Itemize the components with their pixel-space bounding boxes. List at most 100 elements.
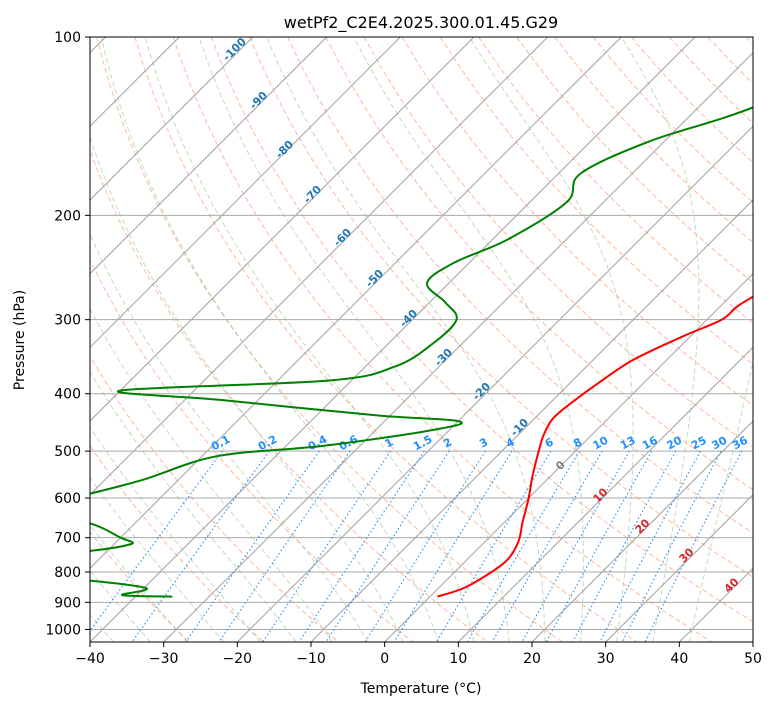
dry-adiabat-line	[90, 355, 339, 642]
mixing-ratio-label: 16	[640, 434, 660, 453]
mixing-ratio-label: 13	[618, 434, 638, 453]
x-axis: −40 −30 −20 −10 0 10 20 30 40 50	[75, 642, 762, 667]
moist-adiabat-line	[620, 37, 700, 642]
y-tick-label: 100	[54, 30, 81, 46]
moist-adiabat-line	[90, 308, 333, 642]
x-tick-label: 30	[597, 651, 615, 667]
mixing-ratio-line	[435, 450, 552, 642]
isotherm-line	[605, 493, 753, 642]
dry-adiabat-line	[363, 37, 753, 448]
adiabat-labels: 0.1 0.2 0.4 0.6 1 1.5 2 3 4 6 8 10 13 16 20 25 30 36-100-…	[209, 37, 750, 596]
dry-adiabat-line	[745, 37, 753, 45]
dry-adiabat-line	[439, 37, 753, 365]
mixing-ratio-line	[545, 450, 653, 642]
dry-adiabat-line	[478, 37, 753, 324]
isotherm-line	[236, 125, 753, 642]
x-axis-label: Temperature (°C)	[360, 681, 482, 697]
mixing-ratio-line	[644, 450, 743, 642]
mixing-ratio-label: 10	[591, 434, 611, 453]
y-tick-label: 800	[54, 565, 81, 581]
dry-adiabat-label: -60	[331, 226, 354, 249]
dry-adiabat-line	[249, 37, 753, 578]
mixing-ratio-label: 3	[477, 435, 490, 450]
dry-adiabat-line	[90, 531, 190, 642]
mixing-ratio-label: 0.4	[306, 433, 330, 454]
plot-frame	[89, 36, 754, 643]
mixing-ratio-label: 20	[664, 434, 684, 453]
mixing-ratio-line	[364, 450, 486, 642]
dry-adiabat-label: -20	[470, 380, 493, 403]
mixing-ratio-line	[90, 450, 223, 632]
mixing-ratio-line	[298, 450, 425, 642]
chart-title: wetPf2_C2E4.2025.300.01.45.G29	[284, 13, 558, 33]
dry-adiabat-line	[401, 37, 753, 406]
moist-adiabat-label: 30	[677, 545, 697, 565]
y-tick-label: 900	[54, 595, 81, 611]
dry-adiabat-label: -80	[273, 138, 296, 161]
dry-adiabat-label: -30	[432, 346, 455, 369]
background-lines	[0, 37, 753, 642]
mixing-ratio-label: 6	[543, 435, 556, 450]
y-tick-label: 700	[54, 531, 81, 547]
mixing-ratio-lines	[90, 450, 743, 642]
x-tick-label: 20	[523, 651, 541, 667]
isotherm-line	[90, 37, 254, 201]
x-tick-label: 50	[744, 651, 762, 667]
moist-adiabat-line	[90, 232, 369, 642]
moist-adiabat-line	[90, 426, 261, 642]
mixing-ratio-line	[521, 450, 630, 642]
isotherm-line	[163, 51, 753, 642]
mixing-ratio-label: 30	[710, 434, 730, 453]
dry-adiabat-line	[96, 37, 563, 642]
dry-adiabat-line	[90, 148, 488, 642]
isotherm-line	[90, 37, 401, 349]
x-tick-label: −20	[223, 651, 253, 667]
mixing-ratio-line	[491, 450, 603, 642]
moist-adiabat-line	[90, 476, 225, 642]
dry-adiabat-label: -70	[301, 183, 324, 206]
moist-adiabat-label: 10	[591, 485, 611, 505]
mixing-ratio-line	[218, 450, 351, 642]
dry-adiabat-line	[287, 37, 753, 534]
moist-adiabat-line	[144, 37, 475, 642]
dry-adiabat-line	[516, 37, 753, 284]
y-tick-label: 300	[54, 313, 81, 329]
isotherm-line	[384, 272, 753, 642]
dry-adiabat-line	[554, 37, 753, 243]
profile-lines	[90, 106, 753, 598]
dewpoint-profile-line	[90, 106, 753, 598]
y-axis-label: Pressure (hPa)	[12, 290, 28, 390]
x-tick-label: −40	[75, 651, 105, 667]
y-tick-label: 500	[54, 444, 81, 460]
y-tick-label: 400	[54, 387, 81, 403]
dry-adiabat-label: -40	[397, 307, 420, 330]
dry-adiabat-line	[90, 445, 264, 642]
x-tick-label: 40	[670, 651, 688, 667]
dry-adiabat-line	[707, 37, 753, 85]
isotherm-line	[90, 37, 475, 422]
moist-adiabat-line	[469, 37, 634, 642]
mixing-ratio-line	[262, 450, 392, 642]
x-tick-label: 10	[449, 651, 467, 667]
mixing-ratio-label: 2	[441, 435, 454, 450]
isotherm-line	[90, 37, 328, 275]
reference-arc-line	[0, 37, 57, 642]
mixing-ratio-label: 25	[689, 434, 709, 453]
dry-adiabat-label: -90	[247, 89, 270, 112]
moist-adiabat-label: 20	[633, 516, 653, 536]
y-tick-label: 200	[54, 208, 81, 224]
mixing-ratio-line	[325, 450, 450, 642]
moist-adiabat-line	[688, 358, 753, 642]
mixing-ratio-label: 1.5	[411, 433, 434, 454]
mixing-ratio-line	[185, 450, 320, 642]
x-tick-label: 0	[380, 651, 389, 667]
dry-adiabat-line	[172, 37, 712, 642]
dry-adiabat-label: -50	[363, 267, 386, 290]
y-axis: 100 200 300 400 500 600 700 800 900 1000	[45, 30, 90, 638]
mixing-ratio-line	[621, 450, 722, 642]
isotherm-line	[310, 199, 753, 642]
isotherm-line	[457, 346, 753, 642]
isotherm-line	[90, 37, 696, 642]
temperature-profile-line	[437, 295, 753, 598]
